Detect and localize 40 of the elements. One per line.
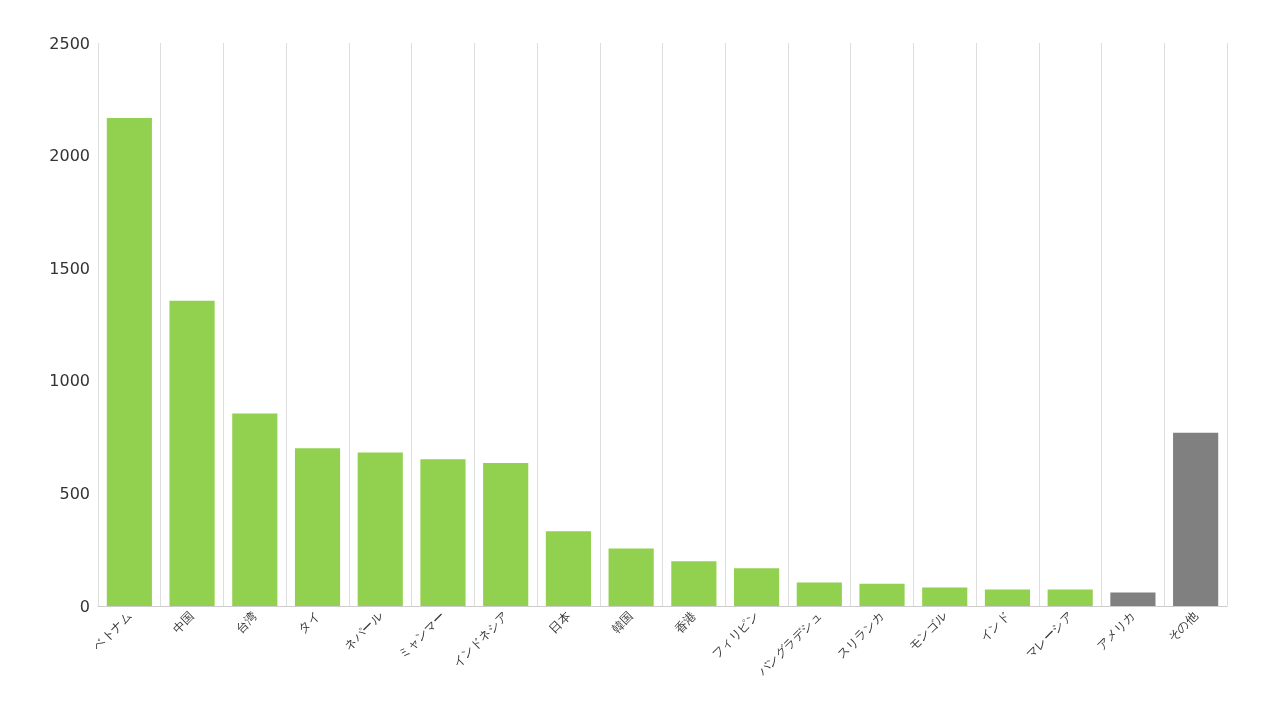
x-tick-label: マレーシア [1022,609,1076,662]
bar [984,589,1031,606]
bar [1047,589,1093,606]
x-tick-label: インド [977,609,1013,645]
y-tick-label: 0 [79,596,90,616]
x-tick-label: その他 [1165,609,1201,645]
x-tick-label: 台湾 [232,609,260,636]
x-tick-label: アメリカ [1094,609,1138,653]
x-tick-label: 中国 [170,609,198,636]
bar [169,300,215,606]
bar [483,463,529,606]
x-tick-label: 韓国 [609,609,637,636]
y-tick-label: 2500 [49,33,90,53]
y-tick-label: 1000 [49,371,90,391]
bar [671,561,717,606]
bar [734,568,780,606]
bar [1110,592,1156,606]
x-tick-label: インドネシア [449,609,511,670]
y-tick-label: 1500 [49,258,90,278]
x-tick-label: 日本 [546,609,574,636]
x-tick-label: モンゴル [905,609,950,653]
x-tick-label: ベトナム [90,609,135,653]
x-tick-label: タイ [295,609,323,636]
x-tick-label: 香港 [671,609,699,636]
bar [796,582,842,606]
bar [608,548,654,606]
y-tick-label: 500 [59,483,90,503]
bar [545,531,591,606]
x-tick-label: スリランカ [834,609,887,662]
bar [859,583,905,606]
bar [294,448,341,606]
bar [232,413,278,606]
bar [420,459,466,606]
x-tick-label: ネパール [341,609,386,653]
x-tick-label: ミャンマー [395,609,448,662]
bar [106,117,152,606]
y-tick-label: 2000 [49,146,90,166]
bar [1173,432,1219,606]
bar [922,587,968,606]
bar [357,452,403,606]
